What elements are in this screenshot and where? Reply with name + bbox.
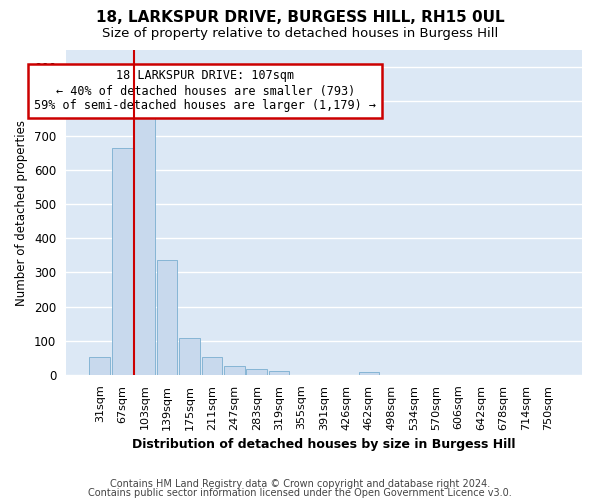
Bar	[269, 371, 289, 375]
Text: 18 LARKSPUR DRIVE: 107sqm
← 40% of detached houses are smaller (793)
59% of semi: 18 LARKSPUR DRIVE: 107sqm ← 40% of detac…	[34, 70, 376, 112]
Bar	[247, 369, 267, 375]
Y-axis label: Number of detached properties: Number of detached properties	[16, 120, 28, 306]
Text: Contains public sector information licensed under the Open Government Licence v3: Contains public sector information licen…	[88, 488, 512, 498]
Bar	[359, 372, 379, 375]
Bar	[157, 260, 178, 375]
Bar	[179, 338, 200, 375]
Text: Size of property relative to detached houses in Burgess Hill: Size of property relative to detached ho…	[102, 28, 498, 40]
Bar	[89, 357, 110, 375]
X-axis label: Distribution of detached houses by size in Burgess Hill: Distribution of detached houses by size …	[132, 438, 516, 451]
Text: Contains HM Land Registry data © Crown copyright and database right 2024.: Contains HM Land Registry data © Crown c…	[110, 479, 490, 489]
Bar	[134, 118, 155, 375]
Bar	[202, 357, 222, 375]
Text: 18, LARKSPUR DRIVE, BURGESS HILL, RH15 0UL: 18, LARKSPUR DRIVE, BURGESS HILL, RH15 0…	[95, 10, 505, 25]
Bar	[112, 148, 133, 375]
Bar	[224, 366, 245, 375]
